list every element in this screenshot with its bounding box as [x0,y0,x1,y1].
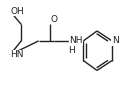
Text: NH: NH [69,36,83,45]
Text: H: H [68,46,75,55]
Text: N: N [112,36,119,45]
Text: HN: HN [10,50,24,59]
Text: OH: OH [10,7,24,16]
Text: O: O [50,15,57,24]
